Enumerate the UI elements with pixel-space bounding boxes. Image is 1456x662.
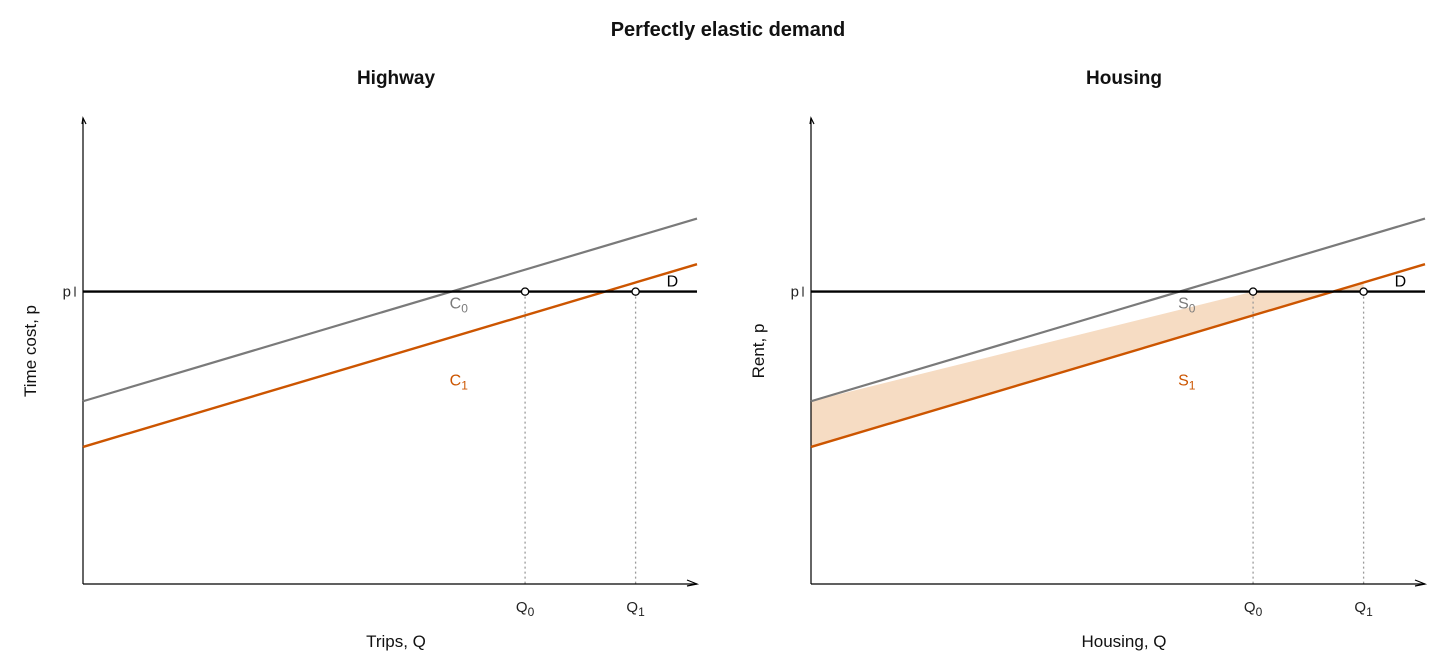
equilibrium-point-1 bbox=[1359, 287, 1368, 296]
panel-title: Housing bbox=[1086, 68, 1162, 89]
equilibrium-point-0 bbox=[1248, 287, 1258, 296]
x-axis-label: Trips, Q bbox=[366, 632, 426, 651]
curve-c0 bbox=[82, 217, 698, 403]
curve-c1 bbox=[82, 263, 698, 449]
curve-label-d: D bbox=[667, 274, 679, 291]
y-axis-label: Time cost, p bbox=[21, 305, 40, 397]
y-axis-arrow bbox=[81, 116, 87, 125]
x-axis-label: Housing, Q bbox=[1081, 632, 1166, 651]
x-tick-label-q0: Q0 bbox=[1244, 599, 1263, 619]
curve-label-d: D bbox=[1395, 274, 1407, 291]
chart-panel-housing: Housing S0 S1 Dp Q0 Q1 Housing, Q Rent, p bbox=[749, 68, 1428, 651]
y-tick-label-p: p bbox=[63, 284, 71, 301]
curve-label-s1: S1 bbox=[1178, 373, 1196, 393]
x-axis-arrow bbox=[1414, 579, 1428, 587]
figure-title: Perfectly elastic demand bbox=[611, 19, 846, 41]
panel-title: Highway bbox=[357, 68, 436, 89]
curve-label-s0: S0 bbox=[1178, 296, 1196, 316]
x-tick-label-q1: Q1 bbox=[626, 599, 645, 619]
curve-s0 bbox=[810, 217, 1426, 403]
x-tick-label-q0: Q0 bbox=[516, 599, 535, 619]
y-tick-label-p: p bbox=[791, 284, 799, 301]
x-tick-label-q1: Q1 bbox=[1354, 599, 1373, 619]
curve-label-c0: C0 bbox=[450, 296, 469, 316]
x-axis-arrow bbox=[686, 579, 700, 587]
curve-label-c1: C1 bbox=[450, 373, 469, 393]
y-axis-arrow bbox=[809, 116, 815, 125]
equilibrium-point-0 bbox=[520, 287, 530, 296]
equilibrium-point-1 bbox=[631, 287, 640, 296]
curve-s1 bbox=[810, 263, 1426, 449]
chart-panel-highway: Highway C0 C1 Dp Q0 Q1 Trips, Q Time cost, p bbox=[21, 68, 700, 651]
y-axis-label: Rent, p bbox=[749, 324, 768, 379]
